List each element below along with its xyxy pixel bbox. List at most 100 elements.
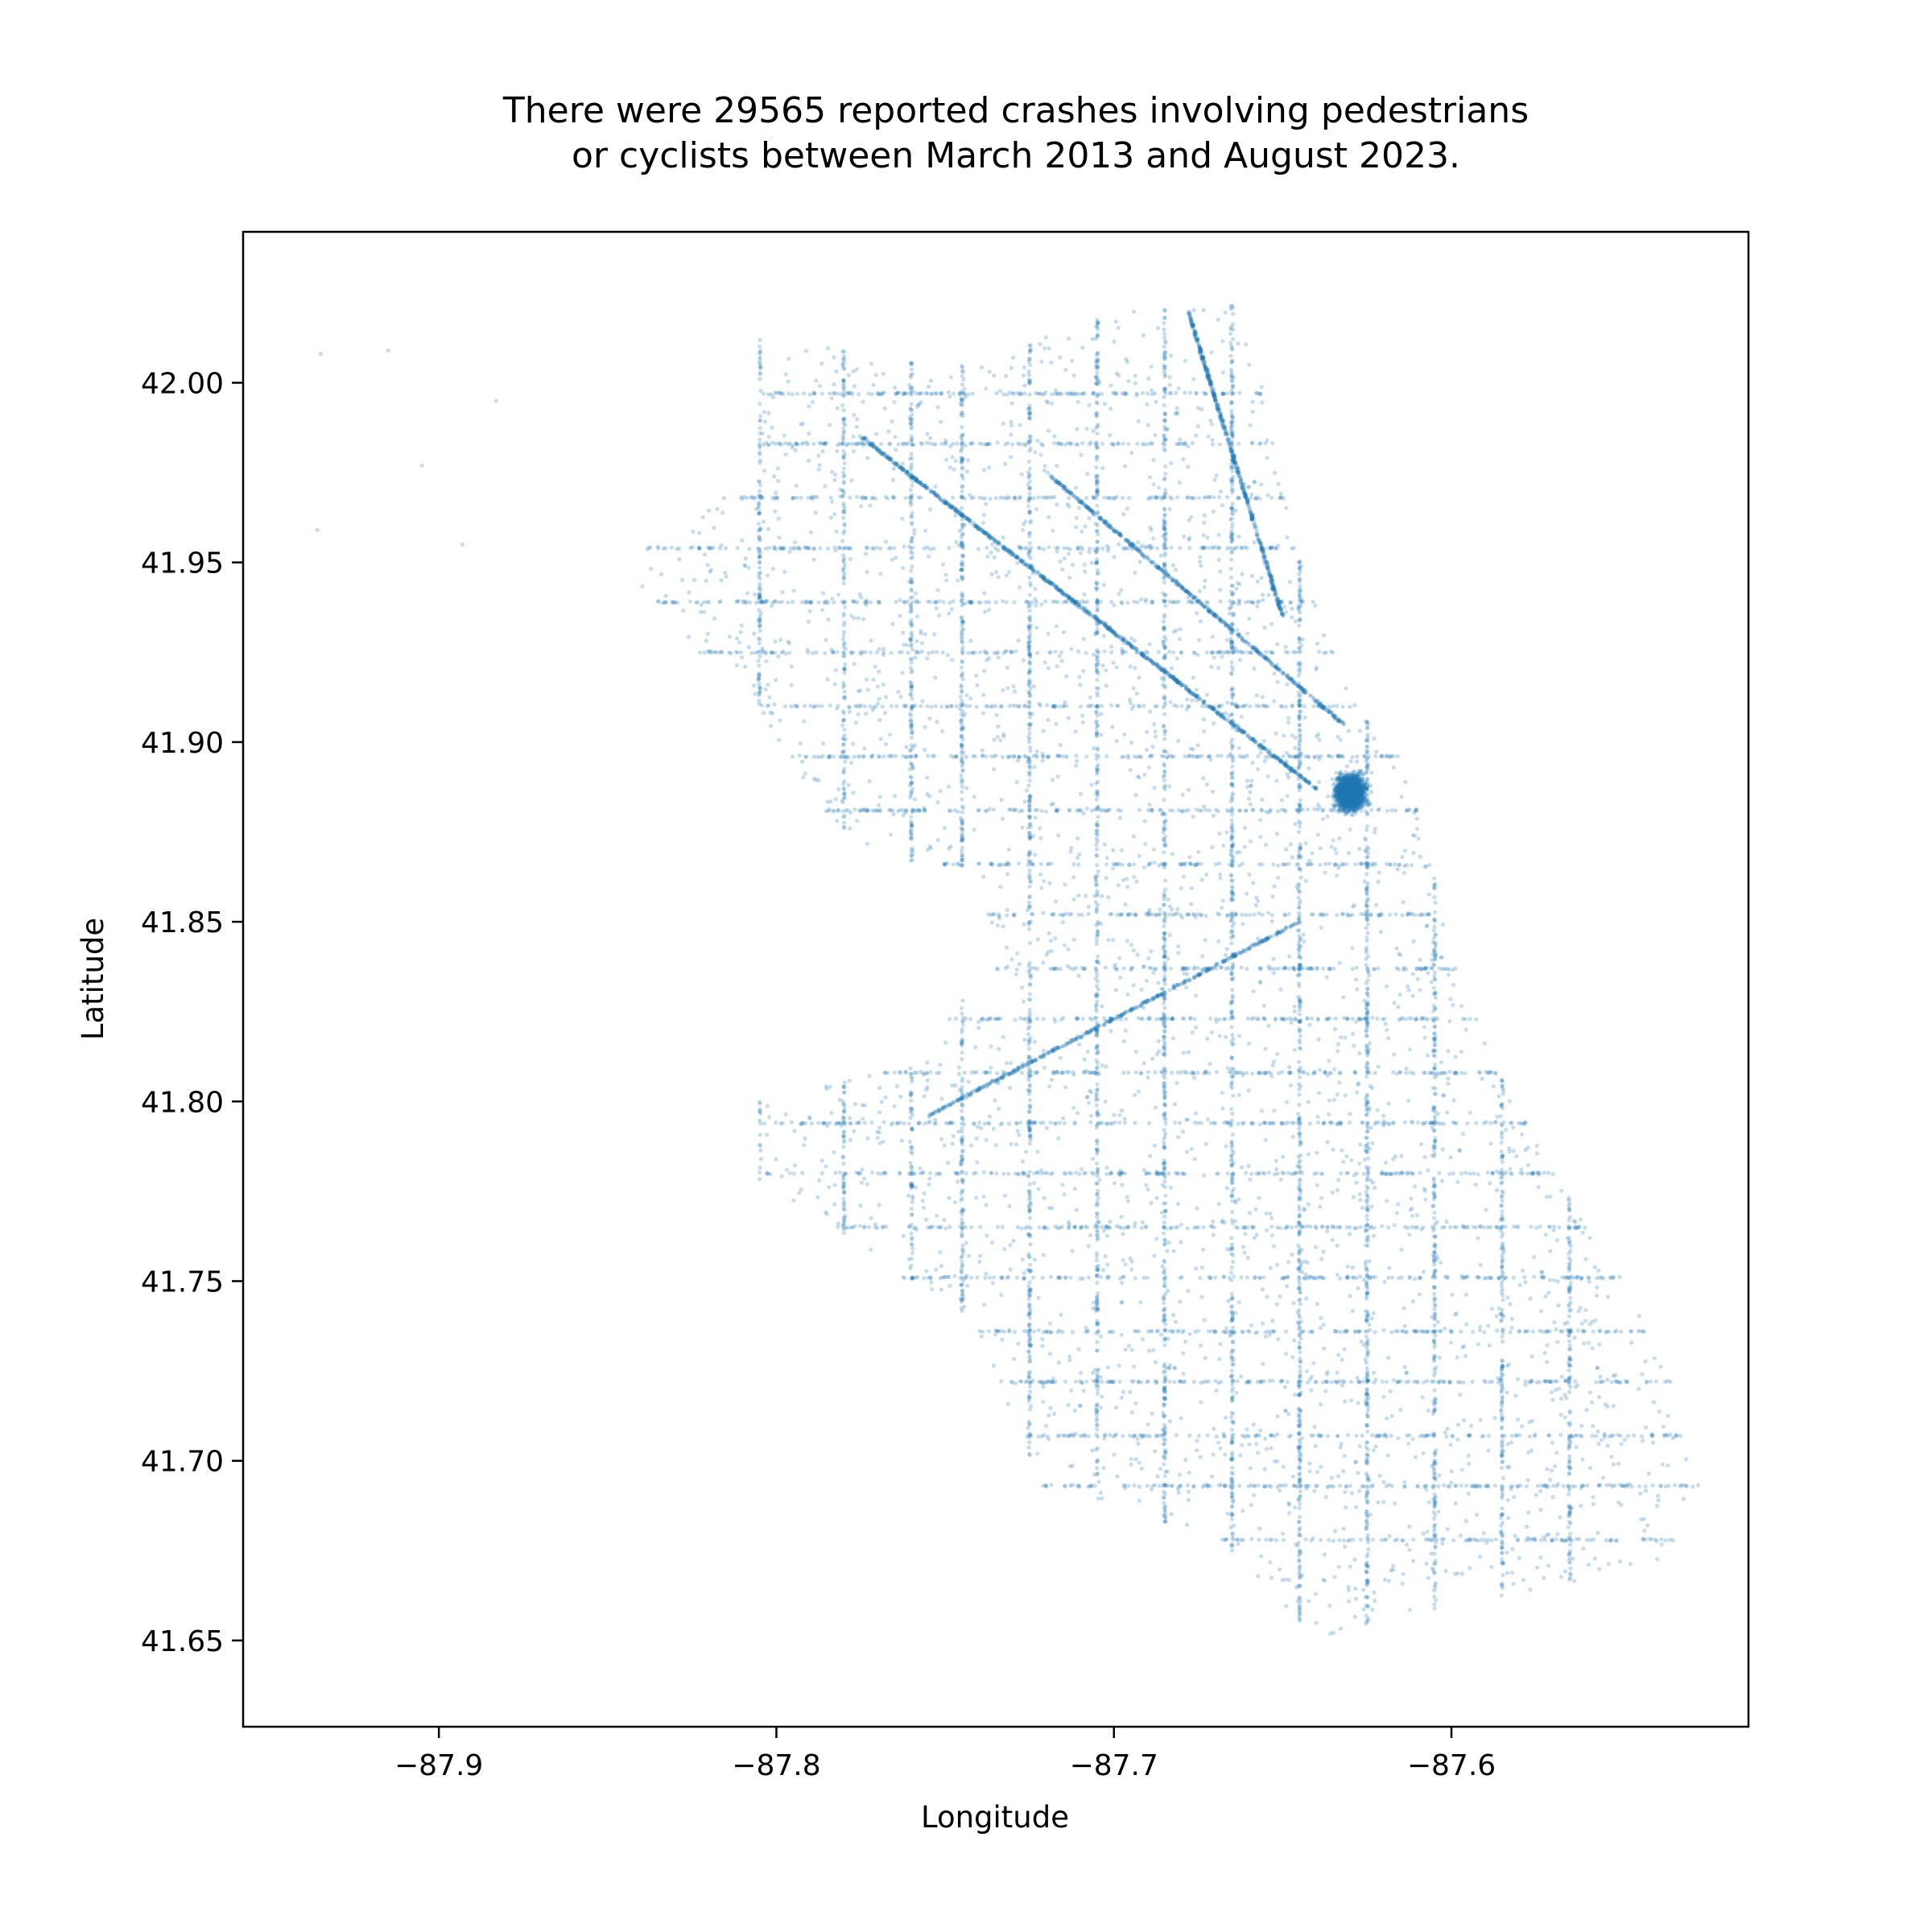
data-point bbox=[1076, 893, 1081, 898]
data-point bbox=[1365, 1429, 1370, 1434]
data-point bbox=[1055, 549, 1059, 554]
data-point bbox=[1451, 1098, 1456, 1103]
data-point bbox=[1384, 1199, 1389, 1203]
data-point bbox=[1434, 1253, 1439, 1258]
data-point bbox=[1409, 1196, 1414, 1201]
data-point bbox=[1489, 1307, 1494, 1311]
data-point bbox=[1159, 986, 1164, 991]
data-point bbox=[1228, 425, 1233, 430]
data-point bbox=[933, 1117, 938, 1122]
data-point bbox=[968, 696, 973, 701]
data-point bbox=[1034, 625, 1039, 630]
data-point bbox=[927, 554, 931, 559]
data-point bbox=[1567, 1368, 1571, 1373]
data-point bbox=[1364, 1296, 1368, 1301]
data-point bbox=[1020, 527, 1026, 532]
data-point bbox=[1445, 1426, 1450, 1431]
data-point bbox=[1574, 1445, 1579, 1450]
data-point bbox=[848, 1116, 852, 1121]
data-point bbox=[1372, 1590, 1377, 1595]
data-point bbox=[841, 623, 846, 628]
data-point bbox=[861, 399, 865, 404]
data-point bbox=[860, 1103, 865, 1108]
data-point bbox=[1001, 924, 1005, 929]
data-point bbox=[1423, 1197, 1428, 1202]
data-point bbox=[1155, 1474, 1160, 1479]
data-point bbox=[1298, 1501, 1302, 1506]
data-point bbox=[1283, 1409, 1288, 1414]
data-point bbox=[1259, 1554, 1264, 1558]
data-point bbox=[869, 638, 873, 643]
data-point bbox=[960, 713, 966, 718]
data-point bbox=[882, 711, 888, 716]
data-point bbox=[1307, 1469, 1312, 1474]
data-point bbox=[1042, 464, 1047, 469]
data-point bbox=[922, 1191, 927, 1196]
data-point bbox=[869, 361, 873, 366]
data-point bbox=[1152, 1483, 1158, 1488]
data-point bbox=[1357, 1191, 1362, 1197]
data-point bbox=[1054, 624, 1059, 629]
data-point bbox=[1357, 729, 1363, 733]
data-point bbox=[826, 346, 831, 351]
data-point bbox=[1141, 333, 1146, 338]
data-point bbox=[1531, 1536, 1536, 1541]
data-point bbox=[1172, 1365, 1177, 1371]
data-point bbox=[1403, 779, 1408, 784]
data-point bbox=[950, 455, 955, 460]
data-point bbox=[884, 741, 889, 747]
data-point bbox=[1356, 1082, 1360, 1088]
data-point bbox=[758, 344, 762, 349]
data-point bbox=[1646, 1471, 1651, 1476]
data-point bbox=[1095, 1138, 1100, 1143]
data-point bbox=[1372, 1233, 1377, 1238]
data-point bbox=[1341, 1159, 1346, 1164]
data-point bbox=[1063, 367, 1068, 372]
data-point bbox=[1418, 957, 1422, 962]
data-point bbox=[1027, 541, 1032, 546]
data-point bbox=[935, 837, 940, 842]
data-point bbox=[702, 609, 707, 614]
data-point bbox=[1652, 1356, 1657, 1360]
data-point bbox=[1325, 814, 1330, 819]
data-point bbox=[1443, 1568, 1448, 1574]
data-point bbox=[1013, 649, 1018, 654]
data-point bbox=[1440, 1541, 1445, 1546]
data-point bbox=[734, 636, 740, 641]
data-point bbox=[1216, 557, 1221, 563]
data-point bbox=[1187, 855, 1192, 860]
data-point bbox=[1248, 790, 1253, 795]
data-point bbox=[807, 609, 812, 614]
data-point bbox=[1259, 385, 1264, 390]
data-point bbox=[1538, 1507, 1543, 1513]
data-point bbox=[1296, 693, 1301, 698]
data-point bbox=[1162, 840, 1167, 844]
data-point bbox=[1402, 864, 1407, 869]
data-point bbox=[1117, 1173, 1123, 1178]
data-point bbox=[889, 1122, 894, 1127]
data-point bbox=[1297, 1282, 1302, 1287]
data-point bbox=[982, 609, 988, 614]
data-point bbox=[1298, 1350, 1302, 1355]
data-point bbox=[758, 348, 763, 353]
data-point bbox=[829, 1110, 834, 1115]
data-point bbox=[1131, 834, 1136, 839]
data-point bbox=[1513, 1393, 1518, 1398]
data-point bbox=[1119, 1332, 1124, 1337]
data-point bbox=[910, 1080, 914, 1084]
data-point bbox=[910, 555, 915, 559]
data-point bbox=[982, 468, 987, 473]
data-point bbox=[1104, 856, 1109, 861]
data-point bbox=[945, 1160, 951, 1166]
data-point bbox=[1136, 1089, 1141, 1094]
data-point bbox=[1448, 1155, 1453, 1160]
data-point bbox=[1392, 1001, 1397, 1005]
data-point bbox=[1473, 1183, 1478, 1187]
data-point bbox=[1596, 1442, 1601, 1447]
data-point bbox=[909, 1127, 914, 1132]
data-point bbox=[1230, 667, 1235, 672]
data-point bbox=[1298, 824, 1302, 829]
data-point bbox=[1283, 1483, 1288, 1488]
data-point bbox=[1162, 1214, 1167, 1220]
data-point bbox=[1650, 1434, 1655, 1439]
